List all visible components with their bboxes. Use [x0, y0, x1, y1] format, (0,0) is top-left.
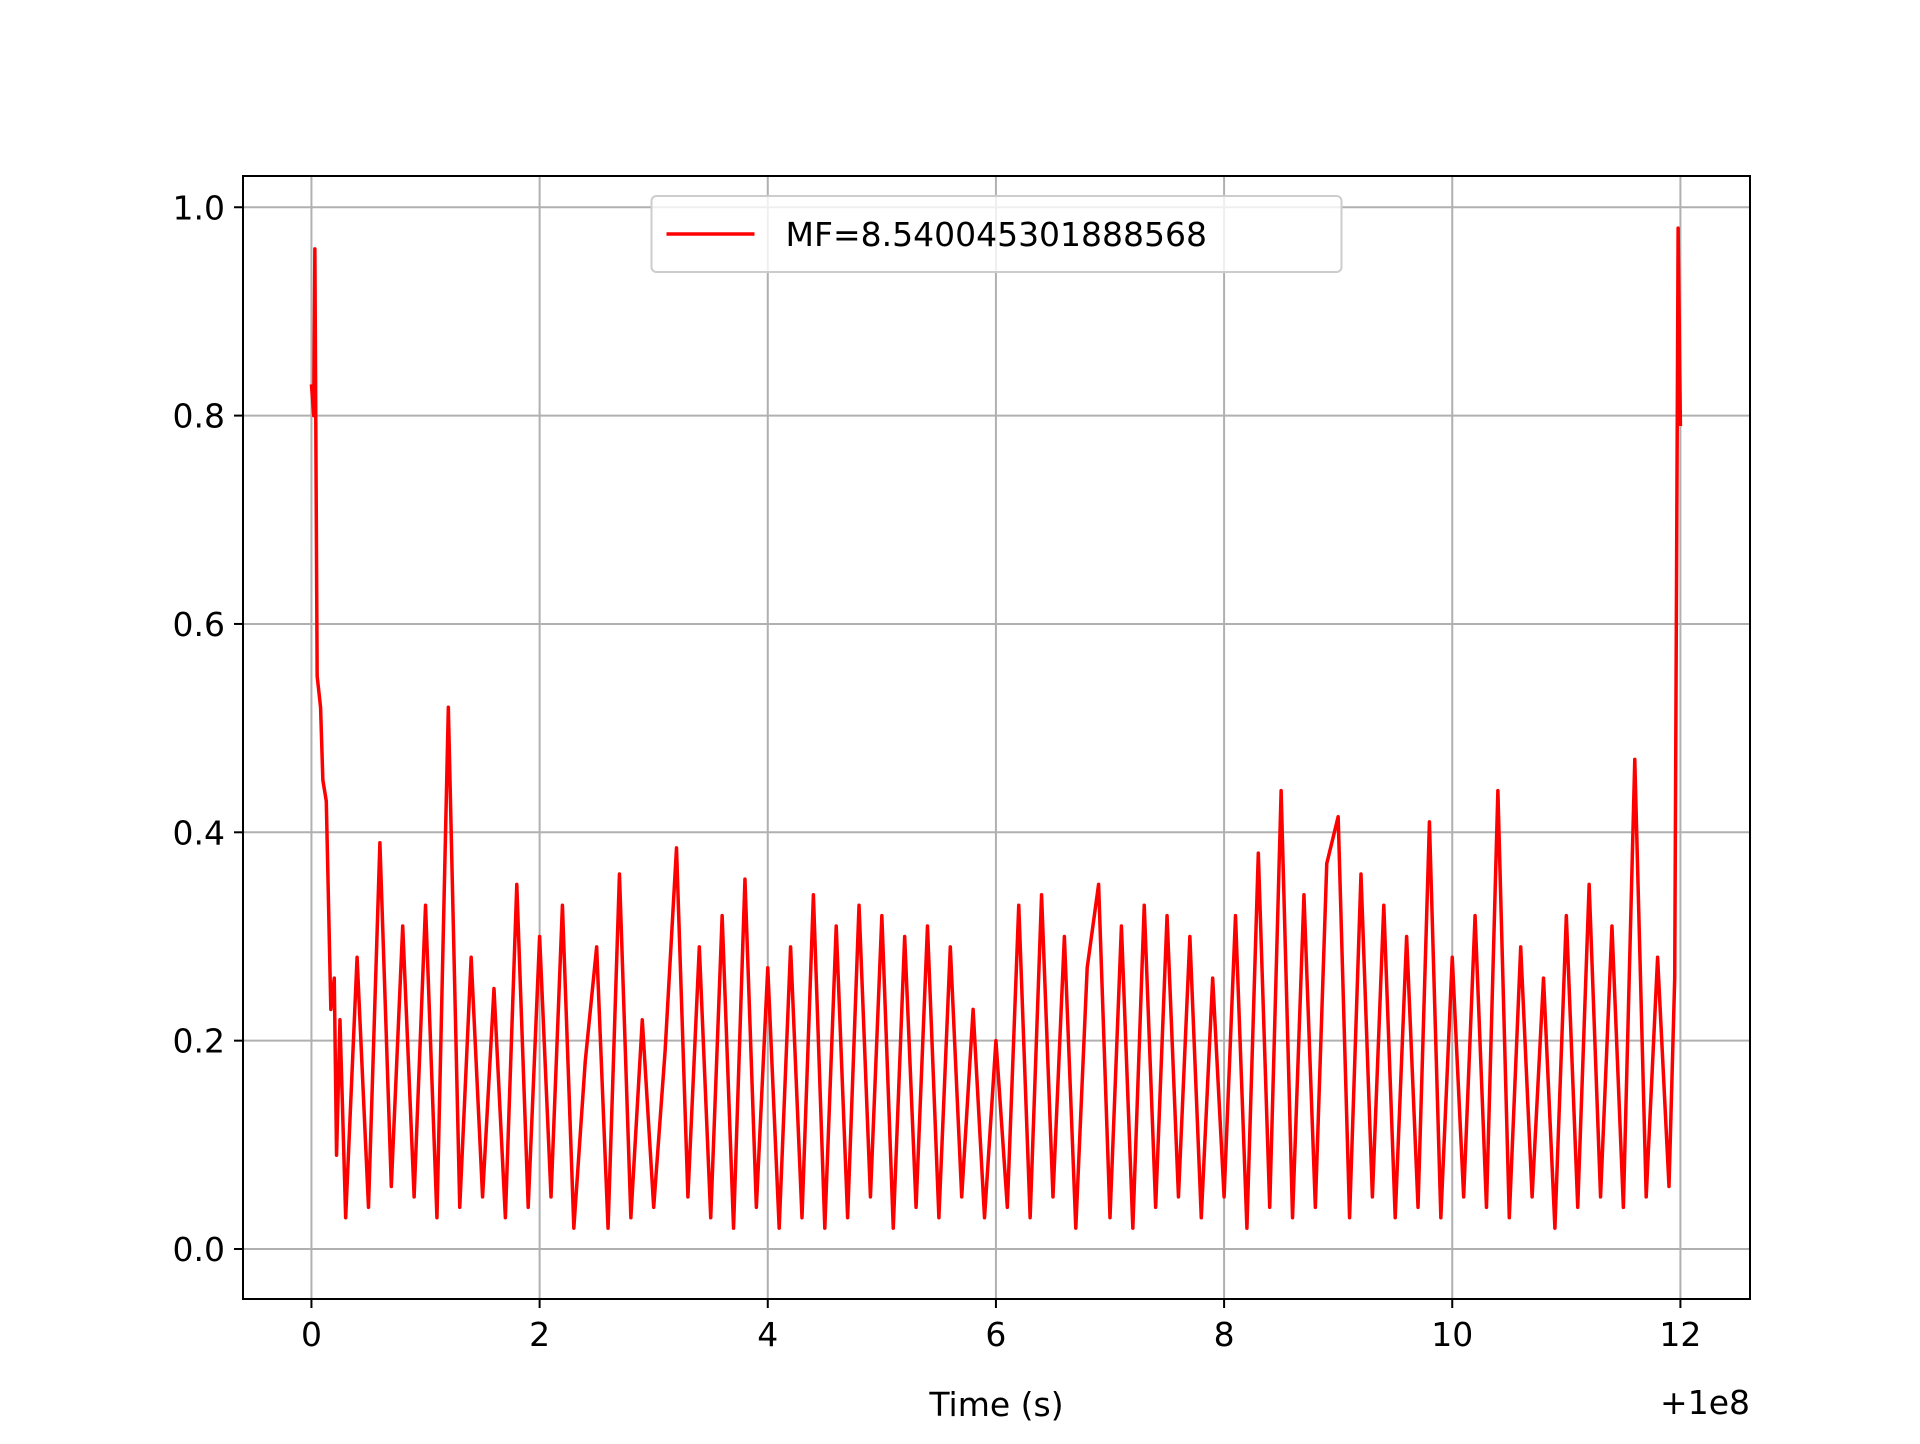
y-tick-label: 0.0	[173, 1230, 225, 1269]
x-tick-label: 6	[985, 1315, 1006, 1354]
y-tick-label: 0.4	[173, 813, 225, 852]
y-tick-label: 0.6	[173, 605, 225, 644]
x-tick-label: 10	[1431, 1315, 1473, 1354]
axes-frame	[242, 175, 1751, 1300]
y-tick-label: 0.8	[173, 397, 225, 436]
x-tick-label: 2	[529, 1315, 550, 1354]
x-tick-label: 12	[1659, 1315, 1701, 1354]
legend-box	[650, 195, 1343, 273]
y-tick-label: 1.0	[173, 188, 225, 227]
x-tick-label: 4	[757, 1315, 778, 1354]
data-line	[309, 226, 1683, 1230]
y-tick-label: 0.2	[173, 1022, 225, 1061]
x-axis-label: Time (s)	[928, 1385, 1063, 1424]
x-tick-label: 0	[301, 1315, 322, 1354]
x-tick-label: 8	[1214, 1315, 1235, 1354]
legend-label: MF=8.540045301888568	[786, 215, 1208, 254]
x-offset-label: +1e8	[1660, 1383, 1750, 1422]
